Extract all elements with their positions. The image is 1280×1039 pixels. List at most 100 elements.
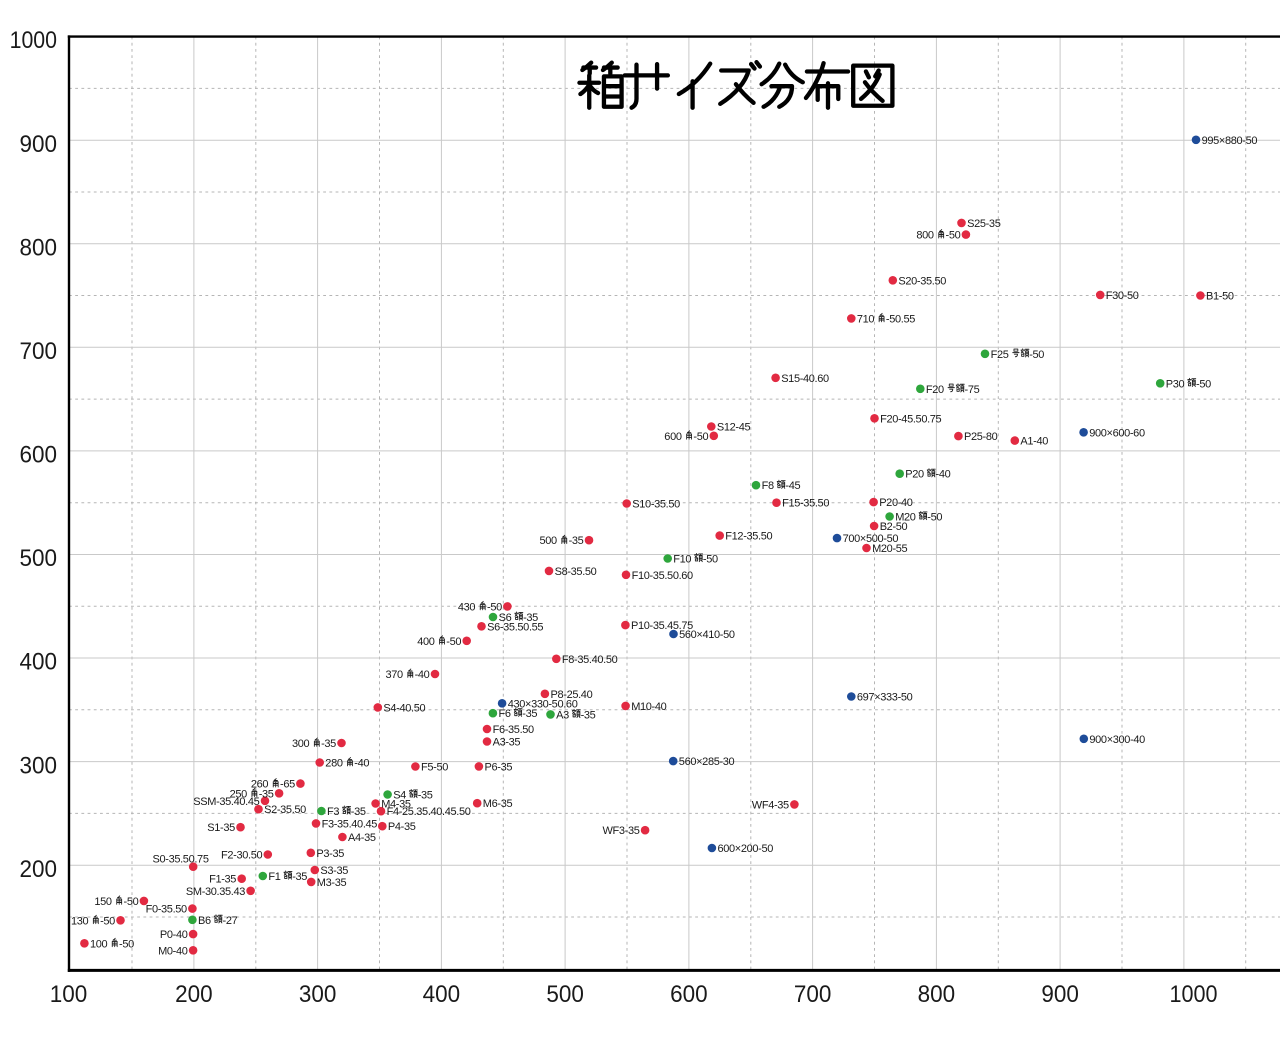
svg-text:-50: -50 <box>1196 378 1211 390</box>
svg-text:M10-40: M10-40 <box>631 701 666 713</box>
svg-text:-50: -50 <box>124 896 139 908</box>
svg-text:130: 130 <box>71 915 89 927</box>
svg-text:370: 370 <box>386 669 404 681</box>
svg-text:S0-35.50.75: S0-35.50.75 <box>153 854 209 866</box>
svg-text:500: 500 <box>20 545 58 572</box>
svg-text:M20-55: M20-55 <box>872 543 907 555</box>
svg-text:F4-25.35.40.45.50: F4-25.35.40.45.50 <box>387 806 471 818</box>
svg-text:F6-35.50: F6-35.50 <box>493 724 534 736</box>
svg-text:F0-35.50: F0-35.50 <box>146 904 187 916</box>
svg-text:P10-35.45.75: P10-35.45.75 <box>631 620 693 632</box>
svg-text:260: 260 <box>251 779 269 791</box>
svg-text:710: 710 <box>857 313 875 325</box>
svg-text:F5-50: F5-50 <box>421 762 448 774</box>
svg-text:600×200-50: 600×200-50 <box>718 843 774 855</box>
svg-text:F25: F25 <box>991 349 1009 361</box>
svg-text:300: 300 <box>20 752 58 779</box>
svg-text:800: 800 <box>916 230 934 242</box>
svg-text:A1-40: A1-40 <box>1020 436 1048 448</box>
svg-text:600: 600 <box>664 431 682 443</box>
svg-text:-35: -35 <box>418 790 433 802</box>
svg-text:P4-35: P4-35 <box>388 821 416 833</box>
svg-text:WF4-35: WF4-35 <box>752 799 789 811</box>
svg-text:900×300-40: 900×300-40 <box>1089 734 1145 746</box>
svg-text:560×285-30: 560×285-30 <box>679 756 735 768</box>
svg-text:250: 250 <box>230 788 248 800</box>
svg-text:300: 300 <box>292 738 310 750</box>
svg-text:F3-35.40.45: F3-35.40.45 <box>322 818 378 830</box>
svg-text:-50: -50 <box>487 601 502 613</box>
svg-text:B1-50: B1-50 <box>1206 291 1234 303</box>
svg-text:400: 400 <box>417 636 435 648</box>
svg-text:M3-35: M3-35 <box>317 877 347 889</box>
svg-text:F10-35.50.60: F10-35.50.60 <box>632 570 693 582</box>
svg-text:-45: -45 <box>785 480 800 492</box>
svg-text:-27: -27 <box>223 915 238 927</box>
svg-text:700: 700 <box>20 338 58 365</box>
svg-text:B2-50: B2-50 <box>880 521 908 533</box>
svg-text:280: 280 <box>325 758 343 770</box>
svg-text:-35: -35 <box>569 535 584 547</box>
svg-text:600: 600 <box>20 442 58 469</box>
svg-text:-35: -35 <box>523 612 538 624</box>
svg-text:P0-40: P0-40 <box>160 929 188 941</box>
svg-text:-40: -40 <box>415 669 430 681</box>
svg-text:P25-80: P25-80 <box>964 431 998 443</box>
svg-text:WF3-35: WF3-35 <box>603 825 640 837</box>
svg-text:150: 150 <box>94 896 112 908</box>
svg-text:600: 600 <box>670 981 708 1008</box>
svg-text:F30-50: F30-50 <box>1106 290 1139 302</box>
svg-text:B6: B6 <box>198 915 211 927</box>
svg-text:700: 700 <box>794 981 832 1008</box>
svg-text:700×500-50: 700×500-50 <box>843 533 899 545</box>
svg-text:F8-35.40.50: F8-35.40.50 <box>562 654 618 666</box>
svg-text:S4: S4 <box>393 790 406 802</box>
svg-text:800: 800 <box>20 234 58 261</box>
svg-text:F3: F3 <box>327 806 339 818</box>
svg-text:S15-40.60: S15-40.60 <box>781 373 829 385</box>
svg-text:SM-30.35.43: SM-30.35.43 <box>186 886 245 898</box>
svg-text:-50: -50 <box>119 938 134 950</box>
svg-text:-75: -75 <box>965 384 980 396</box>
svg-text:900: 900 <box>1041 981 1079 1008</box>
svg-text:F2-30.50: F2-30.50 <box>221 850 262 862</box>
svg-text:100: 100 <box>90 938 108 950</box>
svg-text:S20-35.50: S20-35.50 <box>898 275 946 287</box>
svg-text:S1-35: S1-35 <box>207 822 235 834</box>
svg-text:F8: F8 <box>762 480 774 492</box>
svg-text:697×333-50: 697×333-50 <box>857 692 913 704</box>
svg-text:S10-35.50: S10-35.50 <box>632 499 680 511</box>
svg-text:-50: -50 <box>1029 349 1044 361</box>
svg-text:500: 500 <box>546 981 584 1008</box>
svg-text:M6-35: M6-35 <box>483 798 513 810</box>
svg-text:-50: -50 <box>703 554 718 566</box>
svg-text:-65: -65 <box>280 779 295 791</box>
svg-text:F20-45.50.75: F20-45.50.75 <box>880 413 941 425</box>
svg-text:S25-35: S25-35 <box>967 218 1001 230</box>
svg-text:1000: 1000 <box>1170 981 1218 1008</box>
svg-text:-35: -35 <box>259 788 274 800</box>
svg-text:-35: -35 <box>292 871 307 883</box>
svg-text:F1: F1 <box>268 871 280 883</box>
svg-text:A4-35: A4-35 <box>348 832 376 844</box>
svg-text:S6: S6 <box>499 612 512 624</box>
svg-text:800: 800 <box>918 981 956 1008</box>
svg-text:-50: -50 <box>693 431 708 443</box>
svg-text:M0-40: M0-40 <box>158 945 188 957</box>
svg-text:P30: P30 <box>1166 378 1185 390</box>
svg-text:S4-40.50: S4-40.50 <box>383 702 425 714</box>
svg-text:560×410-50: 560×410-50 <box>679 629 735 641</box>
svg-text:100: 100 <box>50 981 88 1008</box>
svg-text:M4-35: M4-35 <box>381 799 411 811</box>
svg-text:500: 500 <box>540 535 558 547</box>
svg-text:P20: P20 <box>905 469 924 481</box>
svg-text:900: 900 <box>20 131 58 158</box>
svg-text:430: 430 <box>458 601 476 613</box>
svg-text:430×330-50.60: 430×330-50.60 <box>508 698 578 710</box>
svg-text:400: 400 <box>423 981 461 1008</box>
svg-text:995×880-50: 995×880-50 <box>1202 135 1258 147</box>
svg-text:-50: -50 <box>446 636 461 648</box>
svg-text:-35: -35 <box>321 738 336 750</box>
svg-text:F6: F6 <box>499 708 511 720</box>
svg-text:-50: -50 <box>946 230 961 242</box>
